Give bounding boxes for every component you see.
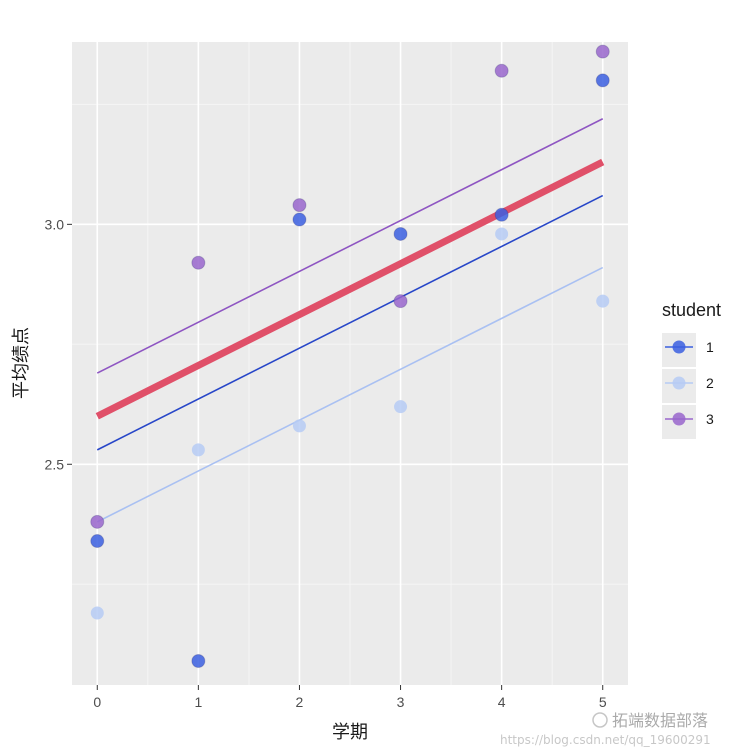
fit-line-student-3: [96, 118, 604, 374]
data-point-student-2: [394, 400, 408, 414]
data-point-student-2: [90, 606, 104, 620]
y-tick-label: 2.5: [45, 456, 65, 472]
legend-label: 1: [706, 339, 714, 355]
x-axis: 0 1 2 3 4 5: [93, 685, 607, 710]
data-point-student-2: [191, 443, 205, 457]
data-point-student-1: [292, 212, 307, 227]
data-point-student-1: [393, 226, 408, 241]
y-axis-title: 平均绩点: [11, 327, 32, 399]
data-point-student-3: [191, 255, 206, 270]
legend-key-point: [672, 340, 686, 354]
legend: student 1 2 3: [662, 300, 721, 439]
x-tick-label: 1: [194, 694, 202, 710]
watermark-logo-icon: [592, 712, 608, 728]
y-tick-label: 3.0: [45, 216, 65, 232]
legend-label: 2: [706, 375, 714, 391]
data-points: [90, 44, 610, 669]
fit-lines: [95, 118, 605, 523]
x-tick-label: 2: [296, 694, 304, 710]
data-point-student-1: [595, 73, 610, 88]
watermark: 拓端数据部落 https://blog.csdn.net/qq_19600291: [500, 711, 711, 747]
x-axis-title: 学期: [332, 722, 368, 743]
data-point-student-3: [494, 63, 509, 78]
data-point-student-3: [90, 514, 105, 529]
x-tick-label: 3: [397, 694, 405, 710]
data-point-student-1: [90, 534, 105, 549]
data-point-student-3: [292, 198, 307, 213]
fit-line-student-1: [96, 194, 604, 451]
data-point-student-2: [596, 294, 610, 308]
grid-minor: [72, 42, 628, 685]
legend-items: 1 2 3: [662, 333, 714, 439]
legend-key-point: [672, 412, 686, 426]
y-axis: 2.5 3.0: [45, 216, 72, 472]
legend-label: 3: [706, 411, 714, 427]
x-tick-label: 4: [498, 694, 506, 710]
watermark-label: 拓端数据部落: [612, 711, 708, 730]
data-point-student-2: [292, 419, 306, 433]
fit-line-student-2: [96, 266, 604, 523]
watermark-url: https://blog.csdn.net/qq_19600291: [500, 733, 711, 747]
x-tick-label: 5: [599, 694, 607, 710]
data-point-student-1: [191, 654, 206, 669]
data-point-student-2: [495, 227, 509, 241]
data-point-student-1: [494, 207, 509, 222]
overall-fit-line: [95, 158, 605, 420]
x-tick-label: 0: [93, 694, 101, 710]
legend-title: student: [662, 300, 721, 320]
legend-key-point: [672, 376, 686, 390]
data-point-student-3: [393, 294, 408, 309]
data-point-student-3: [595, 44, 610, 59]
